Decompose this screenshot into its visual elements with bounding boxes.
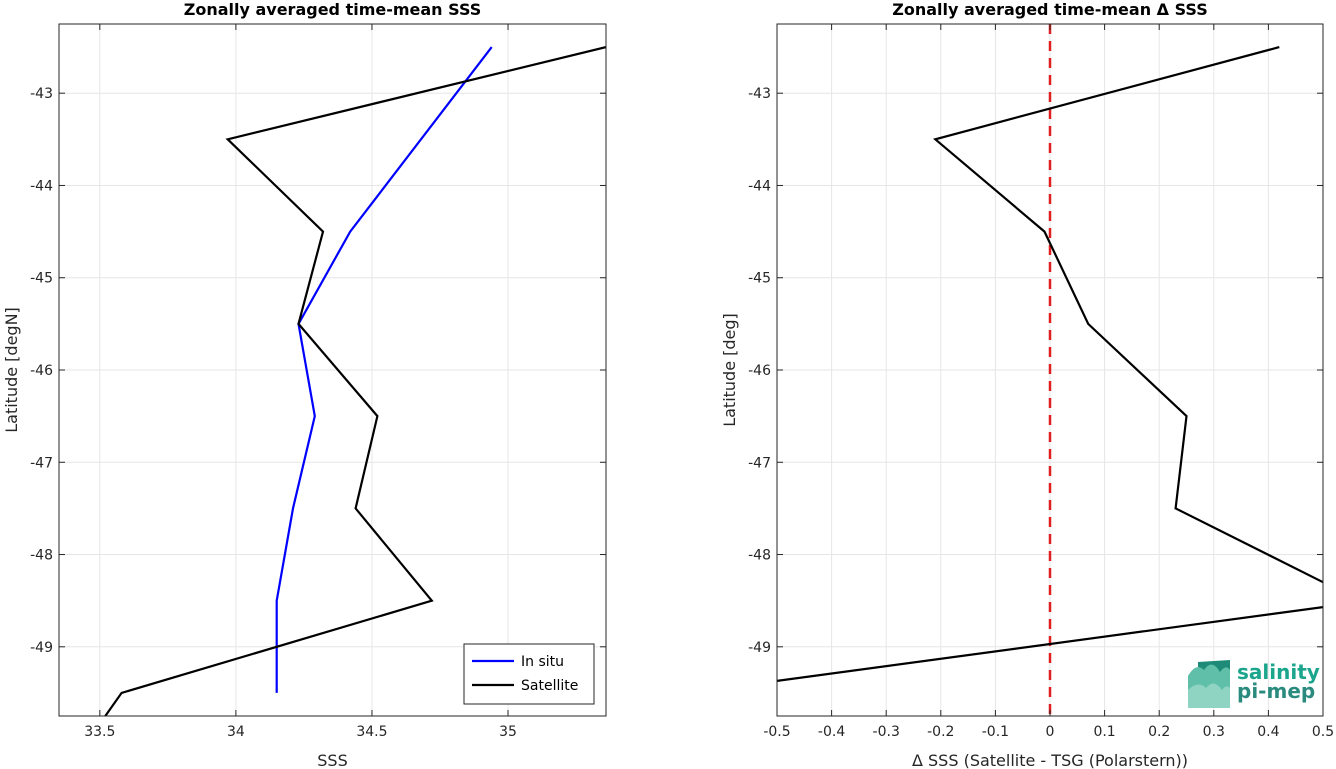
x-tick-label: -0.2 <box>927 724 954 740</box>
x-axis-label: SSS <box>317 751 347 769</box>
series-line-satellite <box>104 46 606 716</box>
data-layer <box>777 24 1323 716</box>
x-tick-label: -0.1 <box>982 724 1009 740</box>
legend: In situ Satellite <box>463 643 595 705</box>
legend-label: In situ <box>521 654 564 670</box>
wave-logo-icon <box>1188 660 1230 708</box>
series-line-in-situ <box>275 46 493 693</box>
logo-line2: pi-mep <box>1237 679 1315 703</box>
y-tick-label: -47 <box>748 455 771 471</box>
legend-label: Satellite <box>521 678 578 694</box>
x-tick-label: 33.5 <box>84 724 115 740</box>
data-layer <box>104 46 606 716</box>
chart-title: Zonally averaged time-mean Δ SSS <box>892 0 1208 19</box>
x-tick-label: 0 <box>1046 724 1055 740</box>
y-tick-label: -43 <box>748 86 771 102</box>
y-tick-label: -49 <box>30 640 53 656</box>
sss-chart: 33.5 34 34.5 35 -49 -48 -47 -46 -45 -44 -43 Zonally… <box>2 0 607 769</box>
y-tick-label: -48 <box>30 548 53 564</box>
y-tick-label: -45 <box>30 271 53 287</box>
y-axis-label: Latitude [deg] <box>720 313 739 427</box>
y-axis-label: Latitude [degN] <box>2 307 21 433</box>
series-line-1 <box>777 606 1323 682</box>
y-tick-label: -45 <box>748 271 771 287</box>
x-tick-label: 35 <box>499 724 517 740</box>
x-tick-label: -0.5 <box>763 724 790 740</box>
y-tick-label: -44 <box>748 178 771 194</box>
y-tick-label: -43 <box>30 86 53 102</box>
y-tick-label: -46 <box>30 363 53 379</box>
chart-title: Zonally averaged time-mean SSS <box>184 0 482 19</box>
y-tick-label: -49 <box>748 640 771 656</box>
y-tick-label: -46 <box>748 363 771 379</box>
delta-sss-chart: -0.5 -0.4 -0.3 -0.2 -0.1 0 0.1 0.2 0.3 0.4 0.5 -49 -… <box>720 0 1334 769</box>
x-tick-label: 34.5 <box>356 724 387 740</box>
x-axis-label: Δ SSS (Satellite - TSG (Polarstern)) <box>912 751 1188 769</box>
x-tick-label: 0.5 <box>1312 724 1334 740</box>
x-tick-label: -0.3 <box>873 724 900 740</box>
x-tick-label: 0.2 <box>1148 724 1170 740</box>
y-tick-label: -47 <box>30 455 53 471</box>
x-tick-label: 0.3 <box>1203 724 1225 740</box>
x-tick-label: 0.4 <box>1257 724 1279 740</box>
y-tick-label: -44 <box>30 178 53 194</box>
logo-line1: salinity <box>1237 660 1320 684</box>
legend-box <box>463 643 595 705</box>
x-tick-label: -0.4 <box>818 724 845 740</box>
series-line-0 <box>932 46 1323 584</box>
salinity-pi-mep-logo: salinity pi-mep <box>1188 660 1320 708</box>
x-tick-label: 34 <box>227 724 245 740</box>
x-tick-label: 0.1 <box>1093 724 1115 740</box>
y-tick-label: -48 <box>748 548 771 564</box>
